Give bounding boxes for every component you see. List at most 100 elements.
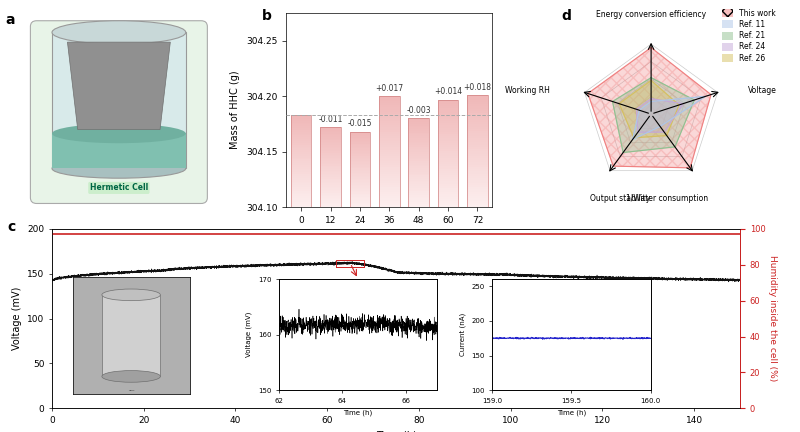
Bar <box>409 204 429 206</box>
Bar <box>379 132 399 134</box>
Bar <box>350 203 370 204</box>
Bar <box>409 136 429 138</box>
Bar <box>409 202 429 204</box>
Bar <box>379 167 399 170</box>
Bar <box>438 186 458 188</box>
Bar <box>320 151 341 153</box>
Bar <box>320 145 341 146</box>
Bar <box>320 206 341 207</box>
Bar <box>379 192 399 194</box>
Bar <box>291 203 311 206</box>
Bar <box>409 131 429 133</box>
Bar <box>438 162 458 164</box>
Bar <box>379 187 399 190</box>
Bar <box>409 179 429 181</box>
Bar <box>379 190 399 192</box>
Bar <box>350 158 370 159</box>
Bar <box>291 141 311 143</box>
Bar <box>409 206 429 207</box>
Bar <box>350 176 370 177</box>
Bar <box>350 140 370 141</box>
Bar <box>291 198 311 200</box>
Bar <box>350 150 370 152</box>
Bar <box>379 118 399 121</box>
Bar <box>320 204 341 206</box>
Bar <box>291 165 311 167</box>
Bar <box>291 115 311 207</box>
Bar <box>320 158 341 159</box>
Bar <box>350 137 370 138</box>
Bar <box>409 145 429 147</box>
Polygon shape <box>52 32 186 168</box>
Bar <box>409 158 429 159</box>
Bar <box>467 192 488 194</box>
Bar <box>320 139 341 140</box>
Bar <box>467 196 488 198</box>
Bar <box>320 159 341 161</box>
Bar <box>438 175 458 177</box>
Bar <box>438 173 458 175</box>
Bar <box>379 143 399 145</box>
Bar <box>409 133 429 134</box>
Bar <box>350 165 370 167</box>
Bar <box>467 151 488 153</box>
Bar <box>379 196 399 198</box>
Bar <box>438 158 458 160</box>
Bar <box>467 108 488 111</box>
Bar <box>350 194 370 195</box>
Bar <box>379 161 399 163</box>
Bar <box>350 204 370 206</box>
Bar <box>320 148 341 150</box>
Bar <box>291 133 311 136</box>
Bar <box>350 170 370 171</box>
Bar <box>320 130 341 132</box>
Bar <box>438 190 458 192</box>
Bar <box>291 130 311 132</box>
Bar <box>467 124 488 127</box>
Bar <box>438 125 458 127</box>
Bar <box>320 127 341 207</box>
Bar <box>320 143 341 145</box>
Bar <box>467 100 488 102</box>
Bar <box>350 174 370 176</box>
Bar <box>438 100 458 102</box>
Bar <box>291 187 311 189</box>
Text: -0.011: -0.011 <box>318 115 342 124</box>
Bar <box>467 153 488 156</box>
Text: +0.018: +0.018 <box>463 83 491 92</box>
Bar <box>438 121 458 123</box>
Polygon shape <box>588 48 711 168</box>
Bar <box>291 193 311 194</box>
Bar <box>291 184 311 185</box>
Bar <box>291 128 311 130</box>
Bar <box>409 200 429 202</box>
Bar <box>350 197 370 198</box>
Bar <box>467 174 488 176</box>
Bar <box>320 161 341 162</box>
Polygon shape <box>67 42 170 130</box>
Bar <box>291 145 311 146</box>
Bar <box>467 183 488 185</box>
Bar <box>379 156 399 159</box>
Bar <box>438 102 458 104</box>
Bar <box>379 105 399 108</box>
Bar <box>379 185 399 187</box>
Bar <box>409 177 429 179</box>
Bar <box>409 184 429 186</box>
Bar <box>467 149 488 151</box>
Bar <box>350 156 370 158</box>
Bar <box>320 187 341 188</box>
Bar <box>409 118 429 120</box>
Bar <box>350 182 370 183</box>
Bar <box>291 152 311 154</box>
Bar <box>467 189 488 192</box>
Bar <box>467 194 488 196</box>
Bar <box>438 149 458 151</box>
Bar <box>291 154 311 156</box>
Bar <box>438 203 458 205</box>
Bar <box>379 108 399 110</box>
Bar <box>467 142 488 145</box>
Bar <box>320 140 341 142</box>
Bar <box>320 183 341 185</box>
Bar <box>409 165 429 166</box>
